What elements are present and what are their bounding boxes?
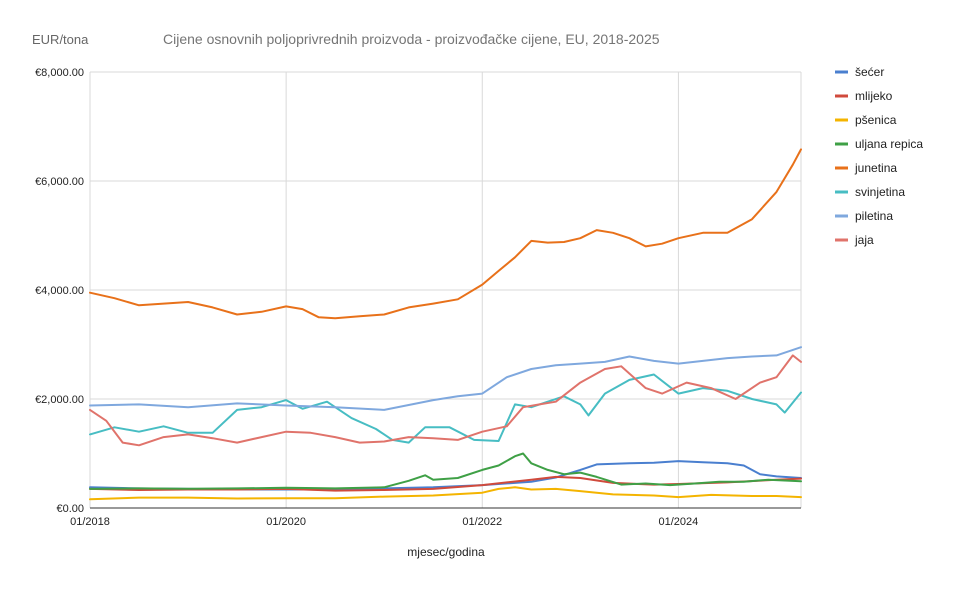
x-tick-label: 01/2018	[70, 516, 110, 528]
legend-label: junetina	[854, 161, 897, 175]
legend: šećer mlijeko pšenica uljana repica junetina…	[835, 65, 923, 247]
legend-label: mlijeko	[855, 89, 893, 103]
chart-title: Cijene osnovnih poljoprivrednih proizvod…	[163, 31, 660, 47]
legend-label: piletina	[855, 209, 893, 223]
series-line-7	[89, 346, 802, 411]
y-tick-label: €0.00	[56, 503, 84, 515]
x-tick-label: 01/2020	[266, 516, 306, 528]
x-axis-ticks: 01/2018 01/2020 01/2022 01/2024	[70, 516, 698, 528]
x-tick-label: 01/2022	[462, 516, 502, 528]
legend-label: pšenica	[855, 113, 897, 127]
legend-label: uljana repica	[855, 137, 923, 151]
y-tick-label: €8,000.00	[35, 67, 84, 79]
y-tick-label: €6,000.00	[35, 176, 84, 188]
series-line-3	[89, 486, 802, 501]
series-line-6	[89, 373, 802, 444]
series-line-8	[89, 354, 802, 447]
x-tick-label: 01/2024	[659, 516, 699, 528]
series-line-4	[89, 452, 802, 490]
y-axis-ticks: €0.00 €2,000.00 €4,000.00 €6,000.00 €8,000.0…	[35, 67, 84, 515]
y-tick-label: €2,000.00	[35, 394, 84, 406]
y-axis-unit-label: EUR/tona	[32, 32, 89, 47]
series-line-1	[89, 460, 802, 491]
gridlines	[89, 71, 802, 508]
series-lines	[89, 148, 802, 501]
y-tick-label: €4,000.00	[35, 285, 84, 297]
legend-label: svinjetina	[855, 185, 905, 199]
x-axis-title: mjesec/godina	[407, 545, 485, 559]
legend-label: jaja	[854, 233, 874, 247]
legend-label: šećer	[855, 65, 884, 79]
series-line-5	[89, 148, 802, 320]
